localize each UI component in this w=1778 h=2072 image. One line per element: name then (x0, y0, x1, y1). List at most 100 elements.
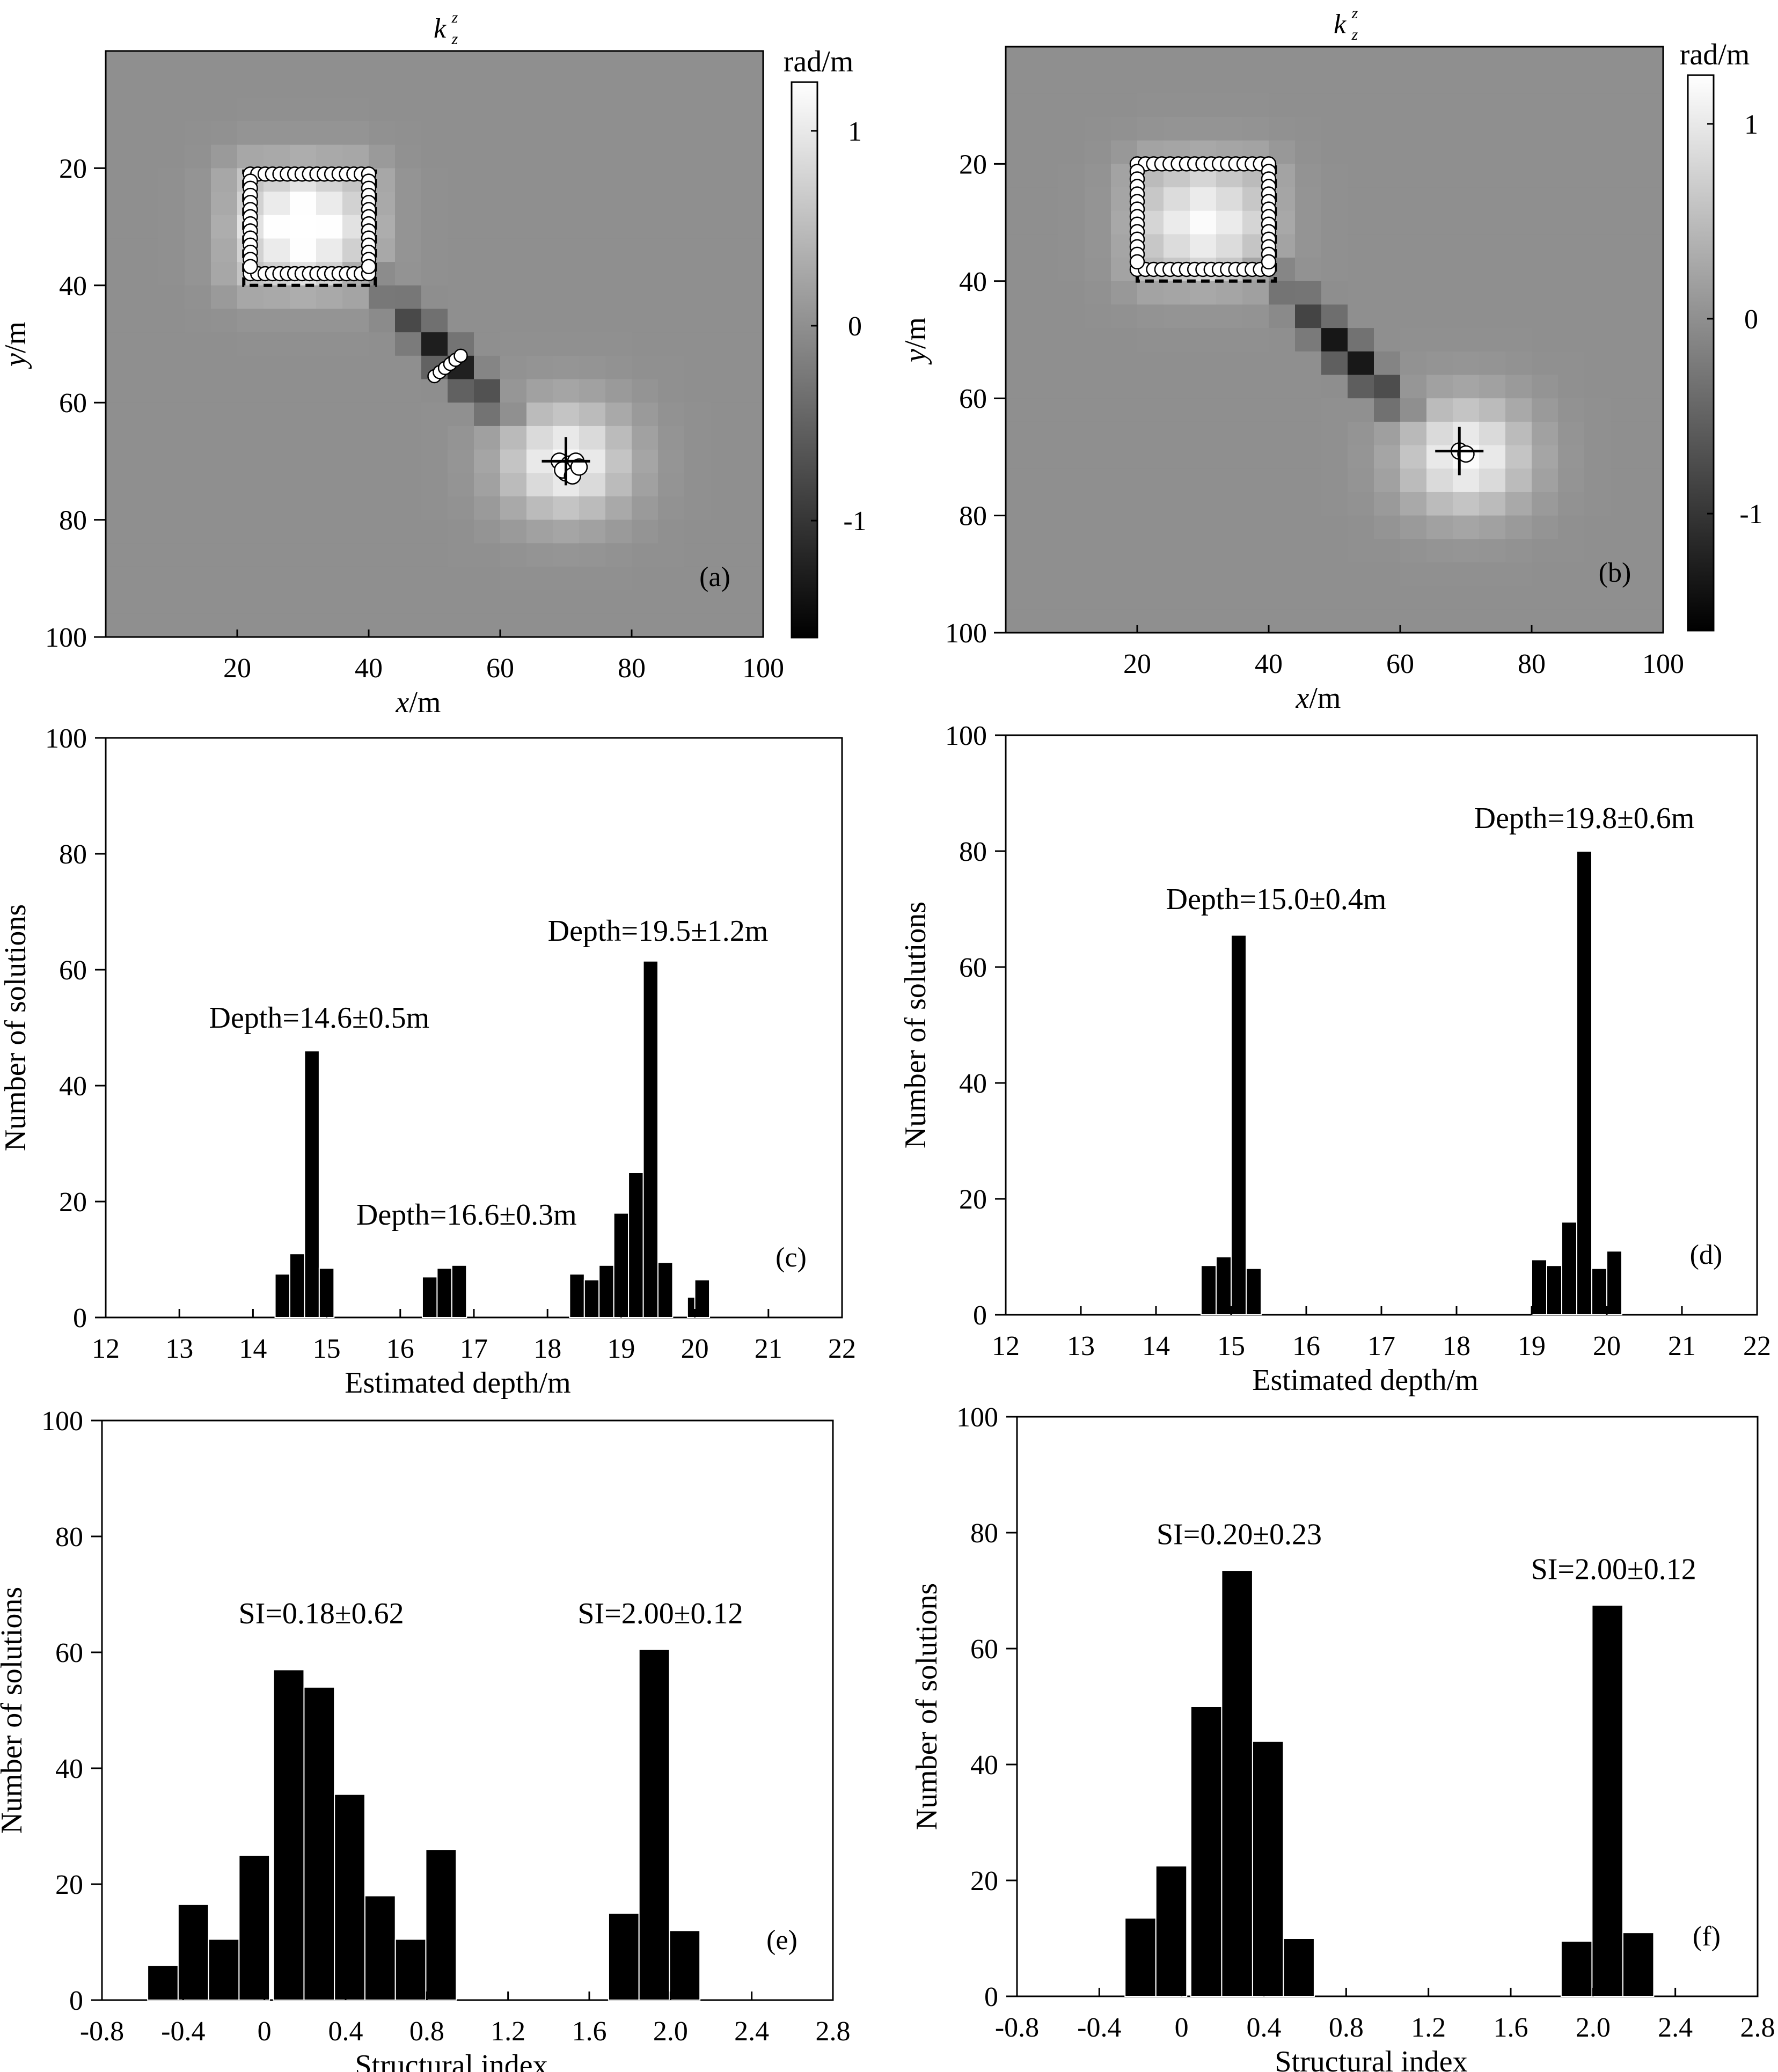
heatmap-cell (290, 449, 317, 474)
y-tick-label: 0 (69, 1986, 83, 2016)
heatmap-cell (1295, 398, 1322, 422)
heatmap-cell (421, 473, 448, 497)
heatmap-cell (684, 566, 711, 591)
solutions (243, 166, 588, 485)
heatmap-cell (500, 402, 527, 427)
heatmap-cell (553, 355, 580, 380)
heatmap-cell (106, 566, 133, 591)
heatmap-cell (1453, 375, 1480, 399)
heatmap-cell (1190, 585, 1217, 610)
heatmap-cell (237, 402, 264, 427)
heatmap-cell (1374, 164, 1401, 188)
heatmap-cell (684, 121, 711, 145)
heatmap-cell (579, 519, 606, 544)
heatmap-cell (605, 590, 632, 614)
heatmap-cell (158, 402, 185, 427)
heatmap-cell (448, 519, 474, 544)
heatmap-cell (1006, 539, 1033, 563)
heatmap-cell (1611, 258, 1637, 282)
y-axis-label-unit: /m (899, 317, 932, 349)
heatmap-cell (1400, 47, 1427, 71)
heatmap-cell (421, 144, 448, 169)
annotation: Depth=14.6±0.5m (209, 1001, 430, 1035)
heatmap-cell (1216, 351, 1243, 376)
heatmap-cell (1479, 281, 1506, 305)
heatmap-cell (1242, 539, 1269, 563)
x-axis-label: Structural index (355, 2049, 547, 2072)
heatmap-cell (106, 355, 133, 380)
x-tick-label: 100 (742, 653, 784, 684)
heatmap-cell (211, 238, 238, 262)
heatmap-cell (132, 332, 159, 356)
heatmap-cell (711, 590, 737, 614)
heatmap-cell (421, 566, 448, 591)
heatmap-cell (264, 309, 290, 333)
heatmap-cell (132, 238, 159, 262)
heatmap-cell (553, 51, 580, 75)
heatmap-cell (1532, 210, 1559, 235)
heatmap-cell (500, 426, 527, 450)
y-tick-label: 0 (973, 1300, 987, 1331)
heatmap-cell (1505, 328, 1532, 352)
heatmap-cell (264, 496, 290, 521)
heatmap-cell (526, 590, 553, 614)
heatmap-cell (605, 402, 632, 427)
heatmap-cell (1164, 398, 1190, 422)
heatmap-cell (526, 121, 553, 145)
heatmap-cell (1505, 375, 1532, 399)
heatmap-cell (421, 426, 448, 450)
heatmap-cell (500, 566, 527, 591)
heatmap-cell (1269, 492, 1296, 516)
heatmap-cell (1111, 304, 1138, 328)
heatmap-cell (1137, 562, 1164, 587)
heatmap-cell (1453, 93, 1480, 118)
heatmap-cell (158, 168, 185, 192)
heatmap-cell (1374, 468, 1401, 493)
heatmap-cell (1321, 304, 1348, 328)
heatmap-cell (1321, 210, 1348, 235)
x-tick-label: 17 (460, 1334, 488, 1364)
heatmap-cell (658, 262, 685, 286)
heatmap-cell (395, 543, 422, 567)
heatmap-cell (1032, 468, 1059, 493)
heatmap-cell (737, 285, 764, 310)
heatmap-cell (211, 51, 238, 75)
heatmap-cell (737, 590, 764, 614)
heatmap-cell (316, 473, 343, 497)
heatmap-cell (1058, 445, 1085, 470)
heatmap-cell (106, 285, 133, 310)
heatmap-cell (1032, 562, 1059, 587)
heatmap-cell (369, 426, 396, 450)
heatmap-cell (1321, 445, 1348, 470)
heatmap-cell (1321, 398, 1348, 422)
heatmap-cell (737, 144, 764, 169)
x-axis-label-unit: /m (409, 686, 441, 719)
heatmap-cell (711, 168, 737, 192)
heatmap-cell (553, 285, 580, 310)
heatmap-cell (1505, 210, 1532, 235)
histogram-bar (147, 1965, 179, 2001)
heatmap-cell (605, 519, 632, 544)
x-tick-label: 18 (1443, 1331, 1470, 1361)
heatmap-cell (1374, 445, 1401, 470)
heatmap-cell (1348, 515, 1374, 540)
heatmap-cell (158, 449, 185, 474)
heatmap-cell (1111, 281, 1138, 305)
heatmap-cell (448, 262, 474, 286)
heatmap-cell (1111, 328, 1138, 352)
heatmap-cell (1479, 398, 1506, 422)
heatmap-cell (711, 121, 737, 145)
heatmap-cell (658, 309, 685, 333)
heatmap-cell (737, 238, 764, 262)
heatmap-cell (106, 51, 133, 75)
heatmap-cell (605, 543, 632, 567)
heatmap-cell (1111, 117, 1138, 141)
heatmap-cell (1374, 539, 1401, 563)
heatmap-cell (1216, 281, 1243, 305)
heatmap-cell (1321, 421, 1348, 446)
heatmap-cell (185, 98, 211, 122)
heatmap-cell (290, 566, 317, 591)
colorbar-unit-label: rad/m (784, 45, 854, 78)
heatmap-cell (1532, 515, 1559, 540)
heatmap-cell (1216, 210, 1243, 235)
